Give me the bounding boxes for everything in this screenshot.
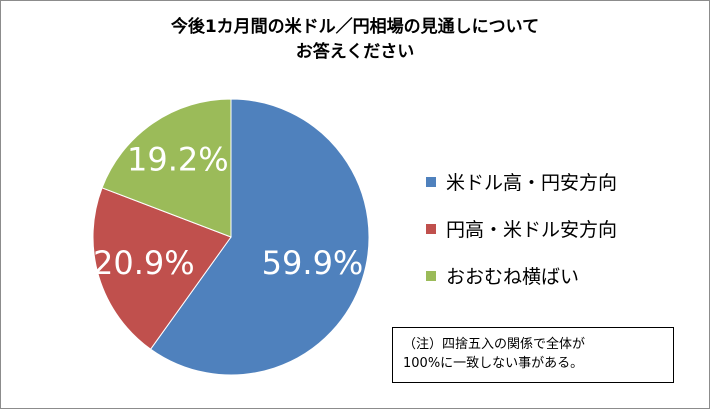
chart-title-line-2: お答えください [295, 42, 415, 62]
pie-label-yen-up: 20.9% [93, 244, 195, 282]
legend-swatch-yen-up [426, 223, 436, 234]
legend-item-flat: おおむね横ばい [426, 252, 617, 299]
pie-label-usd-up: 59.9% [262, 244, 364, 282]
footnote-box: （注）四捨五入の関係で全体が 100%に一致しない事がある。 [392, 327, 674, 383]
footnote-line-2: 100%に一致しない事がある。 [403, 356, 584, 371]
pie-label-flat: 19.2% [127, 141, 229, 179]
legend-label-usd-up: 米ドル高・円安方向 [446, 172, 618, 194]
legend-swatch-flat [426, 270, 436, 281]
pie-slice-yen-up [92, 187, 232, 350]
legend-item-usd-up: 米ドル高・円安方向 [426, 158, 617, 205]
chart-title-line-1: 今後1カ月間の米ドル／円相場の見通しについて [170, 17, 540, 37]
legend-swatch-usd-up [426, 176, 436, 187]
legend-item-yen-up: 円高・米ドル安方向 [426, 205, 617, 252]
legend-label-yen-up: 円高・米ドル安方向 [446, 219, 618, 241]
chart-title: 今後1カ月間の米ドル／円相場の見通しについて お答えください [1, 15, 709, 65]
footnote-line-1: （注）四捨五入の関係で全体が [403, 337, 586, 352]
pie-slice-usd-up [149, 98, 370, 376]
pie-slice-flat [101, 98, 232, 238]
legend-label-flat: おおむね横ばい [446, 266, 580, 288]
legend: 米ドル高・円安方向 円高・米ドル安方向 おおむね横ばい [426, 158, 617, 299]
